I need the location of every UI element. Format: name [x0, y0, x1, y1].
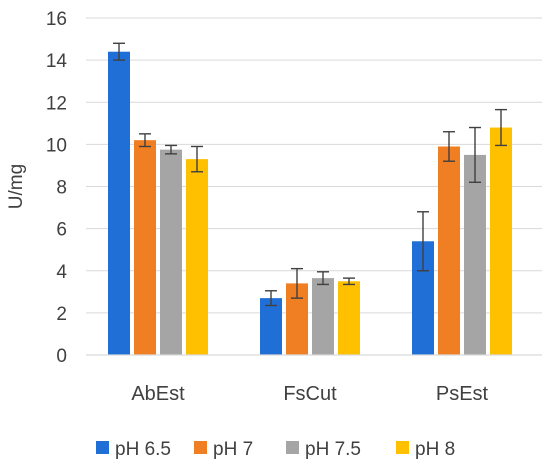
- error-bar: [113, 42, 125, 61]
- bar: [160, 149, 182, 355]
- bar: [186, 159, 208, 355]
- y-tick-label: 4: [56, 262, 67, 283]
- y-tick-label: 14: [46, 51, 68, 72]
- legend-item: pH 7.5: [286, 439, 361, 460]
- error-bar: [165, 144, 177, 155]
- bars: [108, 51, 512, 356]
- y-tick-label: 2: [56, 304, 67, 325]
- legend-label: pH 6.5: [115, 439, 171, 460]
- error-bar: [343, 277, 355, 286]
- bar: [108, 51, 130, 355]
- y-tick-label: 10: [46, 135, 67, 156]
- y-tick-label: 8: [56, 178, 67, 199]
- legend-label: pH 8: [415, 439, 455, 460]
- y-tick-label: 12: [46, 93, 67, 114]
- bar: [286, 283, 308, 355]
- error-bar: [443, 131, 455, 162]
- legend-swatch: [96, 441, 109, 454]
- error-bar: [417, 211, 429, 272]
- y-axis-ticks: 0 2 4 6 8 10 12 14 16: [46, 9, 68, 367]
- x-category-label: FsCut: [283, 383, 337, 405]
- bar: [464, 154, 486, 355]
- error-bar: [191, 145, 203, 173]
- legend-label: pH 7: [213, 439, 253, 460]
- bar: [412, 241, 434, 355]
- legend-item: pH 8: [396, 439, 455, 460]
- error-bar: [291, 267, 303, 299]
- y-tick-label: 16: [46, 9, 67, 30]
- legend-swatch: [194, 441, 207, 454]
- legend-swatch: [286, 441, 299, 454]
- y-tick-label: 0: [56, 346, 67, 367]
- bar: [490, 127, 512, 356]
- y-tick-label: 6: [56, 220, 67, 241]
- bar: [338, 281, 360, 355]
- x-category-label: AbEst: [131, 383, 185, 405]
- error-bars: [113, 42, 507, 307]
- error-bar: [317, 271, 329, 286]
- legend-item: pH 6.5: [96, 439, 171, 460]
- legend: pH 6.5 pH 7 pH 7.5 pH 8: [96, 439, 455, 460]
- x-axis-categories: AbEst FsCut PsEst: [131, 383, 488, 405]
- error-bar: [495, 108, 507, 147]
- error-bar: [469, 126, 481, 183]
- y-axis-title: U/mg: [6, 164, 27, 209]
- legend-label: pH 7.5: [305, 439, 361, 460]
- bar: [134, 140, 156, 355]
- bar: [260, 298, 282, 355]
- error-bar: [139, 133, 151, 148]
- error-bar: [265, 290, 277, 307]
- bar: [312, 278, 334, 355]
- legend-swatch: [396, 441, 409, 454]
- bar: [438, 146, 460, 355]
- x-category-label: PsEst: [436, 383, 489, 405]
- legend-item: pH 7: [194, 439, 253, 460]
